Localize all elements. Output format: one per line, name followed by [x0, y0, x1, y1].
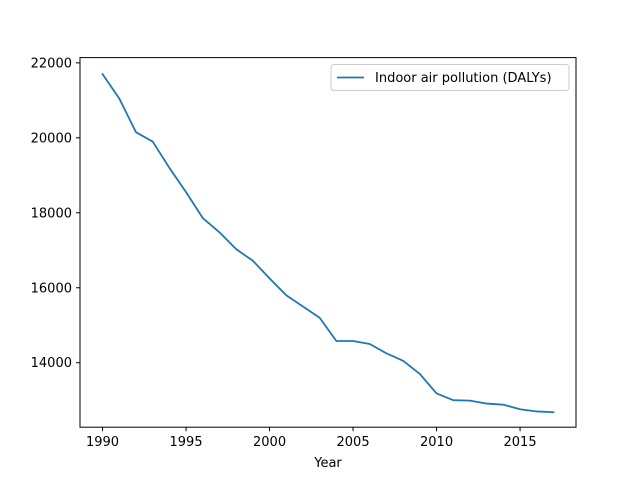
- y-tick-label: 14000: [31, 356, 72, 371]
- y-tick-label: 16000: [31, 281, 72, 296]
- plot-area: [80, 57, 576, 428]
- x-tick-label: 2010: [420, 435, 453, 450]
- series-layer: [101, 72, 555, 414]
- series-line: [101, 72, 555, 414]
- x-tick-label: 2005: [337, 435, 370, 450]
- y-axis-ticks: 14000 16000 18000 20000 22000: [31, 56, 80, 371]
- x-tick-label: 2000: [253, 435, 286, 450]
- x-tick-label: 1990: [86, 435, 119, 450]
- x-axis-label: Year: [313, 456, 342, 471]
- legend: Indoor air pollution (DALYs): [330, 64, 570, 91]
- legend-box: [330, 64, 570, 91]
- y-tick-label: 22000: [31, 56, 72, 71]
- x-tick-label: 1995: [170, 435, 203, 450]
- y-tick-label: 18000: [31, 206, 72, 221]
- legend-entry: Indoor air pollution (DALYs): [375, 71, 552, 86]
- x-axis-ticks: 1990 1995 2000 2005 2010 2015: [86, 427, 537, 450]
- y-tick-label: 20000: [31, 131, 72, 146]
- plot-frame: [79, 57, 577, 428]
- x-tick-label: 2015: [504, 435, 537, 450]
